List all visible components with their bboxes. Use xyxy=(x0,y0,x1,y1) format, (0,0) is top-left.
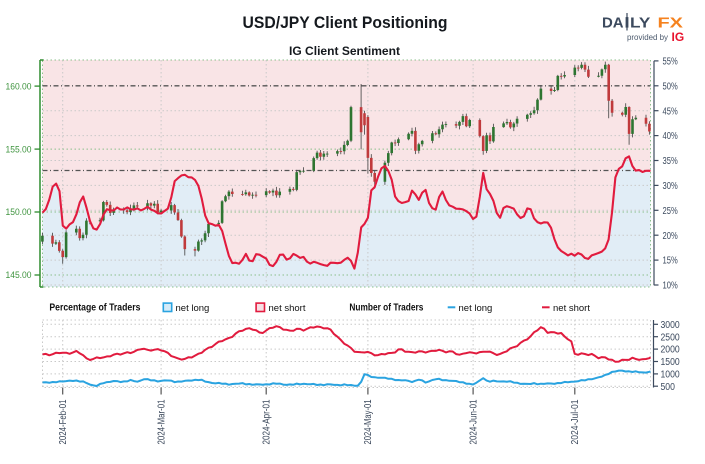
svg-text:45%: 45% xyxy=(663,106,678,117)
svg-text:15%: 15% xyxy=(663,256,678,267)
svg-text:Percentage of Traders: Percentage of Traders xyxy=(49,303,140,314)
svg-text:USD/JPY Client Positioning: USD/JPY Client Positioning xyxy=(243,13,448,32)
svg-text:2024-May-01: 2024-May-01 xyxy=(363,399,374,444)
svg-text:Number of Traders: Number of Traders xyxy=(349,303,423,314)
svg-text:FX: FX xyxy=(658,15,684,32)
svg-text:160.00: 160.00 xyxy=(6,81,32,91)
svg-text:2500: 2500 xyxy=(661,332,681,343)
svg-text:net short: net short xyxy=(269,303,306,314)
svg-text:55%: 55% xyxy=(663,57,678,68)
svg-text:155.00: 155.00 xyxy=(6,144,32,154)
svg-text:20%: 20% xyxy=(663,231,678,242)
svg-text:10%: 10% xyxy=(663,281,678,292)
svg-text:DA: DA xyxy=(602,15,624,32)
svg-text:net short: net short xyxy=(553,303,590,314)
svg-text:LY: LY xyxy=(630,15,650,32)
svg-text:145.00: 145.00 xyxy=(6,270,32,280)
svg-text:30%: 30% xyxy=(663,181,678,192)
svg-text:35%: 35% xyxy=(663,156,678,167)
svg-text:1000: 1000 xyxy=(661,370,681,381)
svg-text:40%: 40% xyxy=(663,131,678,142)
svg-text:net long: net long xyxy=(176,303,210,314)
svg-text:3000: 3000 xyxy=(661,320,681,331)
svg-text:provided by: provided by xyxy=(627,33,668,42)
svg-text:2024-Jun-01: 2024-Jun-01 xyxy=(468,399,479,444)
svg-text:150.00: 150.00 xyxy=(6,207,32,217)
svg-text:1500: 1500 xyxy=(661,357,681,368)
svg-text:2024-Mar-01: 2024-Mar-01 xyxy=(156,399,167,444)
svg-text:2024-Apr-01: 2024-Apr-01 xyxy=(261,399,272,444)
svg-text:25%: 25% xyxy=(663,206,678,217)
svg-text:IG: IG xyxy=(672,30,685,44)
svg-text:2000: 2000 xyxy=(661,345,681,356)
svg-text:2024-Feb-01: 2024-Feb-01 xyxy=(58,399,69,444)
svg-text:50%: 50% xyxy=(663,81,678,92)
svg-text:2024-Jul-01: 2024-Jul-01 xyxy=(570,399,581,444)
svg-text:IG Client Sentiment: IG Client Sentiment xyxy=(289,46,400,58)
svg-text:500: 500 xyxy=(661,382,676,393)
svg-text:net long: net long xyxy=(459,303,493,314)
